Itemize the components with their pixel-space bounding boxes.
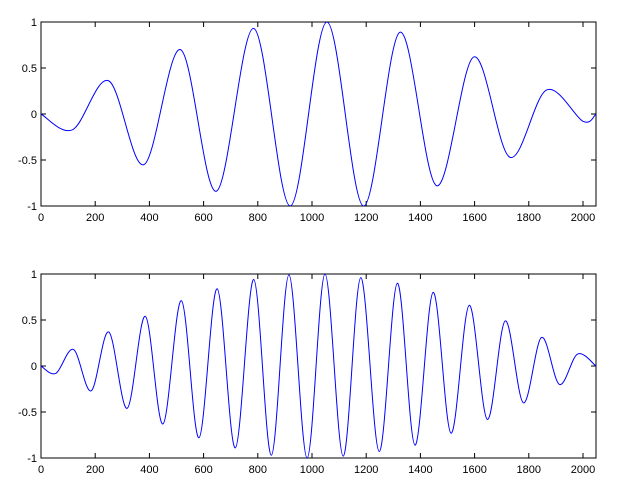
x-tick-label: 800 (249, 212, 267, 224)
x-tick-label: 1200 (354, 212, 378, 224)
x-tick-label: 800 (249, 464, 267, 476)
y-tick-label: -1 (27, 201, 37, 213)
x-tick-label: 200 (86, 212, 104, 224)
y-tick-label: 0 (31, 109, 37, 121)
x-tick-label: 2000 (571, 464, 595, 476)
x-tick-label: 1000 (300, 212, 324, 224)
y-tick-label: 1 (31, 17, 37, 29)
x-tick-label: 0 (38, 212, 44, 224)
x-tick-label: 1600 (462, 212, 486, 224)
x-tick-label: 400 (140, 464, 158, 476)
x-tick-label: 200 (86, 464, 104, 476)
y-tick-label: 1 (31, 269, 37, 281)
subplot-1: 0 200 400 600 800 1000 1200 1400 1600 1800 2000 1 0.… (18, 17, 597, 224)
series-line-1 (41, 22, 596, 206)
x-tick-label: 1400 (408, 212, 432, 224)
y-tick-label: 0.5 (22, 315, 37, 327)
x-tick-label: 2000 (571, 212, 595, 224)
y-tick-label: 0.5 (22, 63, 37, 75)
series-line-1 (41, 274, 596, 458)
x-tick-label: 1000 (300, 464, 324, 476)
x-tick-label: 1800 (517, 464, 541, 476)
y-tick-label: -0.5 (18, 407, 37, 419)
y-tick-label: -1 (27, 453, 37, 465)
y-tick-label: -0.5 (18, 155, 37, 167)
y-tick-label: 0 (31, 361, 37, 373)
x-tick-label: 1400 (408, 464, 432, 476)
x-tick-label: 600 (194, 464, 212, 476)
x-tick-label: 0 (38, 464, 44, 476)
x-tick-label: 1600 (462, 464, 486, 476)
plot-frame (40, 273, 597, 459)
plot-frame (40, 21, 597, 207)
x-tick-label: 1200 (354, 464, 378, 476)
x-tick-label: 600 (194, 212, 212, 224)
x-tick-label: 1800 (517, 212, 541, 224)
x-tick-label: 400 (140, 212, 158, 224)
subplot-2: 0 200 400 600 800 1000 1200 1400 1600 1800 2000 1 0.… (18, 269, 597, 476)
